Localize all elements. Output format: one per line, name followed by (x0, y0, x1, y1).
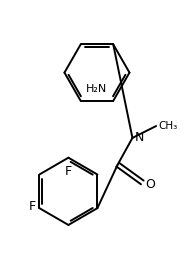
Text: CH₃: CH₃ (158, 121, 177, 131)
Text: F: F (65, 165, 72, 178)
Text: F: F (28, 200, 36, 213)
Text: O: O (145, 178, 155, 191)
Text: N: N (134, 131, 144, 144)
Text: H₂N: H₂N (86, 84, 108, 94)
